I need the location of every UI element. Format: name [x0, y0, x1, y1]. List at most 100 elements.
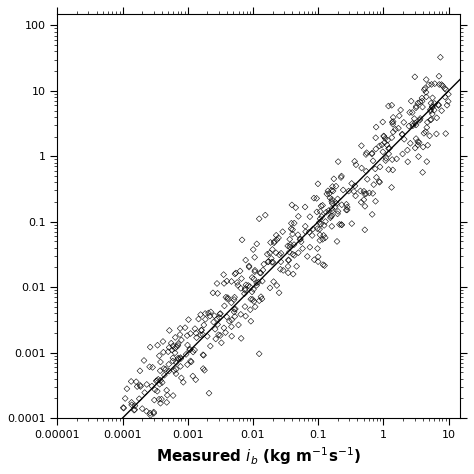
Point — [379, 148, 387, 155]
Point — [155, 375, 162, 383]
Point — [321, 262, 328, 269]
Point — [228, 299, 235, 307]
Point — [328, 198, 336, 205]
Point — [425, 81, 432, 89]
Point — [316, 219, 323, 226]
Point — [211, 325, 219, 333]
Point — [290, 270, 297, 278]
Point — [410, 115, 418, 122]
Point — [232, 269, 240, 277]
Point — [231, 313, 238, 320]
Point — [231, 270, 239, 278]
Point — [350, 188, 358, 195]
Point — [182, 351, 190, 358]
Point — [388, 134, 396, 141]
Point — [445, 98, 452, 105]
Point — [388, 101, 395, 109]
Point — [357, 199, 365, 206]
Point — [352, 192, 359, 200]
Point — [319, 236, 327, 243]
Point — [187, 330, 194, 337]
Point — [437, 54, 444, 61]
Point — [171, 349, 179, 356]
Point — [422, 76, 430, 83]
Point — [284, 242, 292, 250]
Point — [238, 236, 246, 244]
Point — [289, 250, 297, 258]
Point — [285, 256, 292, 264]
Point — [120, 404, 128, 412]
Point — [334, 158, 342, 165]
Point — [146, 411, 154, 419]
Point — [132, 378, 140, 385]
Point — [169, 342, 177, 350]
Point — [414, 99, 421, 107]
Point — [287, 241, 294, 248]
Point — [351, 182, 359, 190]
Point — [397, 106, 404, 114]
Point — [268, 258, 275, 266]
Point — [172, 334, 179, 341]
Point — [328, 186, 336, 194]
Point — [356, 187, 364, 195]
Point — [156, 367, 164, 374]
Point — [258, 277, 266, 285]
Point — [416, 115, 424, 122]
Point — [280, 266, 287, 274]
Point — [148, 382, 155, 390]
Point — [277, 249, 285, 257]
Point — [427, 116, 434, 124]
Point — [338, 201, 346, 209]
Point — [423, 158, 430, 165]
Point — [419, 169, 427, 176]
Point — [337, 221, 345, 228]
Point — [264, 250, 271, 258]
Point — [388, 118, 396, 126]
Point — [242, 256, 249, 264]
Point — [428, 110, 436, 118]
Point — [177, 355, 185, 363]
Point — [303, 253, 311, 260]
Point — [305, 228, 313, 236]
Point — [416, 117, 424, 124]
Point — [181, 324, 189, 331]
Point — [163, 386, 171, 394]
Point — [368, 150, 376, 158]
Point — [214, 321, 221, 328]
Point — [411, 144, 419, 152]
Point — [251, 303, 259, 310]
Point — [237, 335, 245, 342]
Point — [193, 334, 201, 341]
Point — [241, 285, 249, 292]
Point — [288, 219, 295, 227]
Point — [372, 134, 380, 142]
Point — [442, 130, 449, 137]
Point — [326, 190, 333, 198]
Point — [248, 273, 256, 281]
Point — [336, 221, 343, 228]
Point — [131, 406, 138, 413]
Point — [389, 120, 397, 128]
Point — [216, 314, 223, 321]
Point — [393, 155, 401, 163]
Point — [153, 377, 161, 384]
Point — [328, 196, 336, 203]
Point — [332, 182, 340, 190]
Point — [128, 401, 136, 409]
Point — [376, 142, 383, 150]
Point — [420, 86, 428, 93]
Point — [358, 164, 365, 172]
Point — [277, 258, 284, 265]
Point — [249, 246, 257, 253]
Point — [250, 275, 258, 283]
Point — [297, 235, 304, 243]
Point — [293, 263, 301, 270]
Point — [405, 122, 413, 130]
Point — [255, 297, 263, 304]
Point — [289, 230, 296, 238]
Point — [322, 209, 330, 216]
Point — [357, 142, 365, 149]
Point — [173, 365, 180, 373]
X-axis label: Measured $i_b$ (kg m$^{-1}$s$^{-1}$): Measured $i_b$ (kg m$^{-1}$s$^{-1}$) — [156, 446, 361, 467]
Point — [249, 296, 256, 303]
